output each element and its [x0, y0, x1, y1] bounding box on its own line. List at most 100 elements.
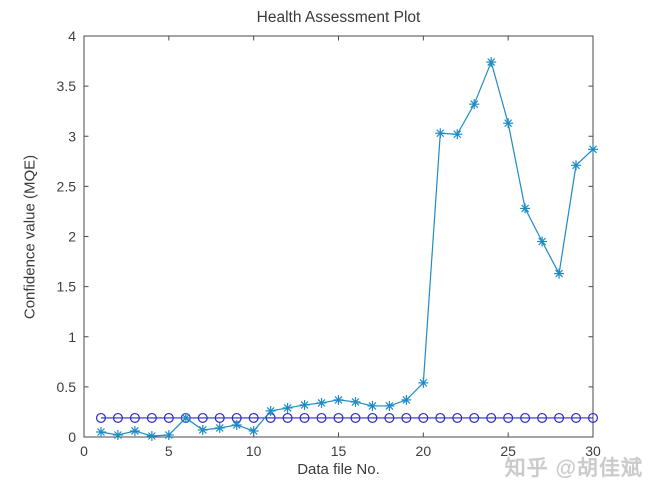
asterisk-marker	[112, 429, 123, 440]
asterisk-stroke	[419, 378, 428, 387]
asterisk-marker	[588, 144, 598, 155]
asterisk-marker	[282, 402, 293, 413]
x-tick-label: 30	[585, 443, 601, 459]
circle-marker	[129, 412, 140, 423]
asterisk-marker	[571, 160, 582, 171]
circle-marker	[571, 412, 582, 423]
asterisk-marker	[554, 268, 565, 279]
asterisk-stroke	[453, 130, 462, 139]
asterisk-stroke	[130, 427, 139, 435]
asterisk-marker	[435, 128, 446, 139]
asterisk-marker	[299, 399, 310, 410]
circle-marker	[503, 412, 514, 423]
circle-marker	[401, 412, 412, 423]
asterisk-stroke	[215, 424, 224, 432]
asterisk-marker	[537, 236, 548, 247]
asterisk-marker	[180, 412, 191, 423]
circle-marker	[350, 412, 361, 423]
circle-marker	[520, 412, 531, 423]
y-tick-label: 1.5	[57, 279, 77, 295]
y-tick-label: 3	[68, 128, 76, 144]
asterisk-marker	[231, 419, 242, 430]
x-tick-label: 0	[80, 443, 88, 459]
asterisk-stroke	[572, 161, 580, 170]
asterisk-marker	[401, 394, 412, 405]
y-tick-label: 4	[68, 28, 76, 44]
x-tick-label: 5	[165, 443, 173, 459]
asterisk-stroke	[470, 100, 479, 109]
x-tick-label: 20	[416, 443, 432, 459]
asterisk-stroke	[385, 401, 394, 410]
asterisk-marker	[129, 425, 140, 436]
asterisk-marker	[197, 424, 208, 435]
watermark: 知乎 @胡佳斌	[504, 457, 643, 480]
asterisk-marker	[248, 425, 259, 436]
circle-marker	[95, 412, 106, 423]
circle-marker	[367, 412, 378, 423]
asterisk-marker	[452, 129, 463, 140]
circle-marker	[554, 412, 565, 423]
asterisk-marker	[367, 400, 378, 411]
asterisk-stroke	[164, 431, 173, 439]
asterisk-stroke	[300, 400, 309, 409]
asterisk-stroke	[368, 401, 377, 410]
asterisk-marker	[350, 396, 361, 407]
circle-marker	[486, 412, 497, 423]
asterisk-stroke	[504, 119, 513, 128]
circle-marker	[163, 412, 174, 423]
asterisk-stroke	[538, 237, 547, 246]
asterisk-marker	[146, 430, 157, 441]
y-tick-label: 2	[68, 229, 76, 245]
asterisk-stroke	[266, 407, 275, 415]
x-tick-label: 25	[500, 443, 516, 459]
asterisk-marker	[214, 422, 225, 433]
asterisk-stroke	[114, 431, 122, 439]
circle-marker	[146, 412, 157, 423]
asterisk-stroke	[317, 398, 326, 407]
asterisk-stroke	[555, 269, 563, 278]
asterisk-stroke	[147, 432, 156, 440]
asterisk-stroke	[334, 395, 343, 404]
asterisk-stroke	[521, 204, 530, 213]
asterisk-marker	[265, 405, 276, 416]
asterisk-stroke	[283, 404, 292, 412]
asterisk-stroke	[181, 414, 190, 422]
asterisk-stroke	[487, 58, 496, 66]
circle-marker	[282, 412, 293, 423]
circle-marker	[248, 412, 259, 423]
y-tick-label: 2.5	[57, 178, 77, 194]
x-axis-label: Data file No.	[297, 461, 380, 478]
circle-marker	[537, 412, 548, 423]
circle-marker	[197, 412, 208, 423]
circle-marker	[333, 412, 344, 423]
asterisk-marker	[469, 99, 480, 110]
asterisk-marker	[333, 394, 344, 405]
asterisk-stroke	[198, 426, 207, 434]
x-tick-label: 10	[246, 443, 262, 459]
circle-marker	[112, 412, 123, 423]
asterisk-marker	[163, 429, 174, 440]
asterisk-stroke	[402, 395, 411, 404]
asterisk-marker	[384, 400, 395, 411]
asterisk-marker	[486, 57, 497, 68]
circle-marker	[299, 412, 310, 423]
series-line-asterisk	[100, 60, 594, 437]
axes-box	[83, 35, 594, 438]
asterisk-marker	[503, 118, 514, 129]
circle-marker	[316, 412, 327, 423]
y-tick-label: 0.5	[57, 379, 77, 395]
circle-marker	[214, 412, 225, 423]
asterisk-marker	[520, 203, 531, 214]
asterisk-marker	[316, 397, 327, 408]
x-tick-label: 15	[331, 443, 347, 459]
circle-marker	[435, 412, 446, 423]
asterisk-stroke	[351, 397, 360, 406]
chart-title: Health Assessment Plot	[256, 9, 421, 26]
asterisk-stroke	[232, 421, 241, 429]
y-tick-label: 3.5	[57, 78, 77, 94]
circle-marker	[587, 412, 598, 423]
y-tick-label: 0	[68, 429, 76, 445]
y-tick-label: 1	[68, 329, 76, 345]
